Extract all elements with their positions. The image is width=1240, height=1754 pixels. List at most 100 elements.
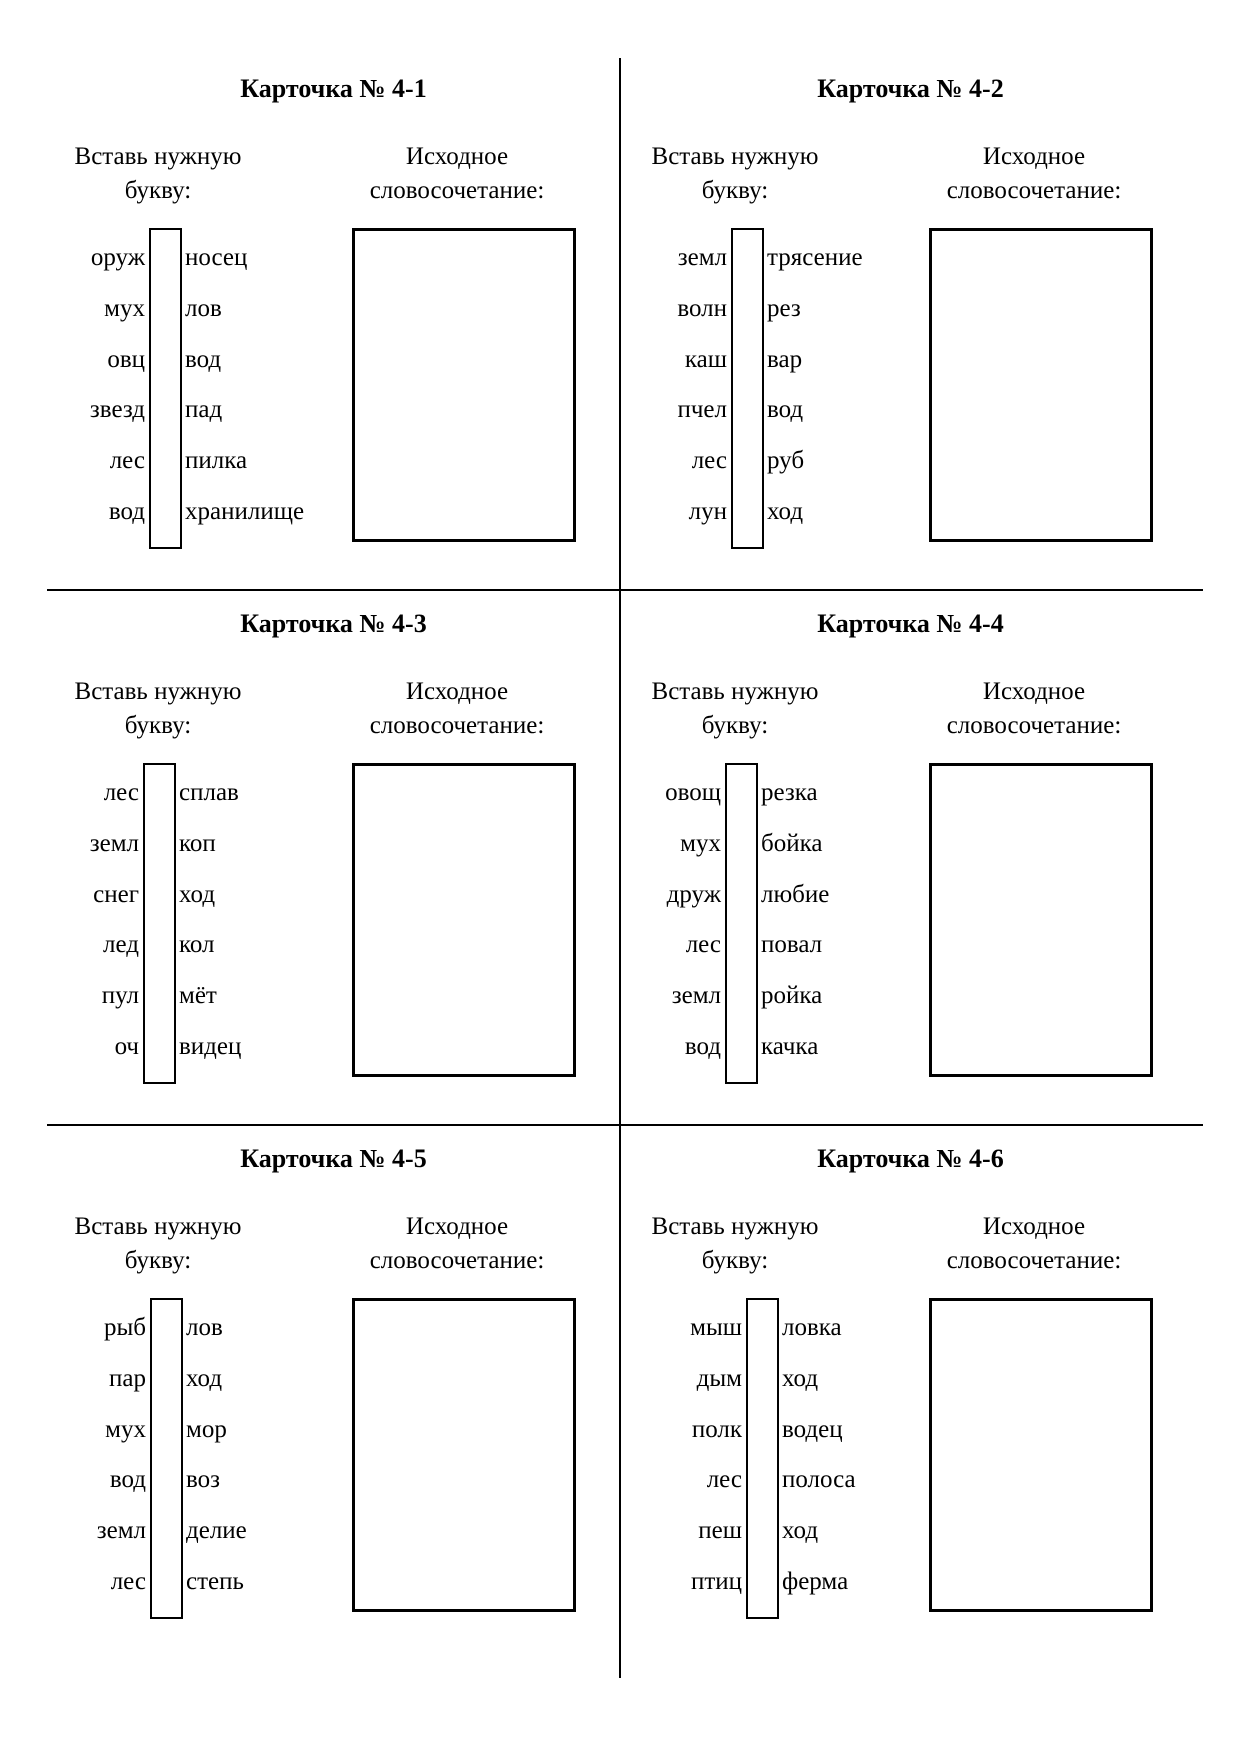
- letter-input-box[interactable]: [150, 1298, 183, 1619]
- word-suffix: рез: [767, 294, 801, 322]
- word-suffix: воз: [186, 1466, 221, 1494]
- source-phrase-heading: Исходное словосочетание:: [327, 675, 587, 743]
- heading-line: Вставь нужную: [74, 143, 242, 170]
- heading-line: букву:: [124, 712, 192, 739]
- word-suffix: сплав: [179, 779, 239, 806]
- heading-line: словосочетание:: [946, 177, 1122, 204]
- word-suffix: качка: [761, 1033, 819, 1060]
- source-phrase-box[interactable]: [352, 763, 576, 1077]
- word-suffix: ловка: [782, 1314, 842, 1341]
- heading-line: Вставь нужную: [651, 1213, 819, 1240]
- heading-line: Исходное: [405, 1213, 509, 1240]
- letter-input-box[interactable]: [746, 1298, 779, 1619]
- card: Карточка № 4-2 Вставь нужную букву: Исходно…: [624, 0, 1197, 549]
- word-prefix: вод: [684, 1033, 721, 1060]
- heading-line: Вставь нужную: [74, 678, 242, 705]
- word-suffix: руб: [767, 447, 805, 475]
- source-phrase-heading: Исходное словосочетание:: [904, 1210, 1164, 1278]
- word-suffix: лов: [185, 294, 222, 322]
- letter-input-box[interactable]: [149, 228, 182, 549]
- word-prefix: дым: [696, 1364, 742, 1392]
- word-suffix: пилка: [185, 447, 248, 475]
- word-prefix: мух: [105, 1415, 146, 1443]
- word-suffix: бойка: [761, 829, 823, 857]
- heading-line: словосочетание:: [946, 712, 1122, 739]
- word-suffix: трясение: [767, 244, 863, 271]
- letter-input-box[interactable]: [731, 228, 764, 549]
- card-title: Карточка № 4-6: [817, 1144, 1004, 1173]
- word-prefix: пеш: [698, 1517, 742, 1545]
- word-prefix: лес: [691, 447, 727, 475]
- heading-line: словосочетание:: [369, 1247, 545, 1274]
- heading-line: букву:: [701, 177, 769, 204]
- word-prefix: земл: [96, 1517, 146, 1545]
- word-prefix: лун: [688, 498, 727, 525]
- insert-letter-heading: Вставь нужную букву:: [28, 675, 288, 743]
- word-suffix: коп: [179, 829, 216, 857]
- word-suffix: повал: [761, 931, 823, 959]
- word-prefix: звезд: [89, 396, 145, 424]
- word-suffix: ход: [782, 1364, 819, 1392]
- word-suffix: полоса: [782, 1466, 856, 1494]
- heading-line: словосочетание:: [946, 1247, 1122, 1274]
- card-title: Карточка № 4-5: [240, 1144, 427, 1173]
- heading-line: букву:: [701, 1247, 769, 1274]
- horizontal-divider: [47, 589, 1203, 591]
- word-prefix: мух: [680, 829, 721, 857]
- source-phrase-box[interactable]: [929, 763, 1153, 1077]
- word-suffix: ход: [186, 1364, 223, 1392]
- word-suffix: носец: [185, 244, 248, 271]
- source-phrase-heading: Исходное словосочетание:: [904, 140, 1164, 208]
- card-title: Карточка № 4-4: [817, 609, 1004, 638]
- word-prefix: снег: [93, 880, 139, 908]
- horizontal-divider: [47, 1124, 1203, 1126]
- word-suffix: ферма: [782, 1568, 849, 1595]
- word-suffix: кол: [179, 931, 215, 959]
- word-suffix: вар: [767, 345, 803, 373]
- heading-line: букву:: [124, 177, 192, 204]
- word-suffix: любие: [761, 880, 830, 908]
- card: Карточка № 4-3 Вставь нужную букву: Исходно…: [47, 535, 620, 1084]
- word-suffix: степь: [186, 1568, 244, 1595]
- card: Карточка № 4-6 Вставь нужную букву: Исходно…: [624, 1070, 1197, 1619]
- source-phrase-box[interactable]: [352, 1298, 576, 1612]
- word-suffix: хранилище: [185, 498, 305, 525]
- word-prefix: каш: [684, 345, 727, 373]
- heading-line: Исходное: [982, 1213, 1086, 1240]
- word-prefix: пул: [101, 982, 139, 1010]
- letter-input-box[interactable]: [725, 763, 758, 1084]
- source-phrase-box[interactable]: [929, 1298, 1153, 1612]
- word-prefix: мыш: [690, 1314, 742, 1341]
- letter-input-box[interactable]: [143, 763, 176, 1084]
- insert-letter-heading: Вставь нужную букву:: [28, 140, 288, 208]
- word-prefix: волн: [677, 294, 727, 322]
- source-phrase-heading: Исходное словосочетание:: [904, 675, 1164, 743]
- heading-line: словосочетание:: [369, 177, 545, 204]
- card-title: Карточка № 4-2: [817, 74, 1004, 103]
- insert-letter-heading: Вставь нужную букву:: [605, 675, 865, 743]
- source-phrase-box[interactable]: [352, 228, 576, 542]
- word-prefix: земл: [671, 982, 721, 1010]
- heading-line: Исходное: [405, 143, 509, 170]
- word-prefix: лес: [103, 779, 139, 806]
- card: Карточка № 4-1 Вставь нужную букву: Исходно…: [47, 0, 620, 549]
- card: Карточка № 4-5 Вставь нужную букву: Исходно…: [47, 1070, 620, 1619]
- card-title: Карточка № 4-1: [240, 74, 427, 103]
- word-suffix: ройка: [761, 982, 823, 1010]
- source-phrase-heading: Исходное словосочетание:: [327, 140, 587, 208]
- heading-line: букву:: [124, 1247, 192, 1274]
- word-prefix: вод: [108, 498, 145, 525]
- heading-line: словосочетание:: [369, 712, 545, 739]
- heading-line: Исходное: [982, 143, 1086, 170]
- word-prefix: мух: [104, 294, 145, 322]
- heading-line: Вставь нужную: [651, 143, 819, 170]
- word-prefix: пчел: [677, 396, 727, 424]
- word-prefix: оч: [114, 1033, 139, 1060]
- word-suffix: ход: [782, 1517, 819, 1545]
- word-suffix: ход: [179, 880, 216, 908]
- word-prefix: птиц: [690, 1568, 742, 1595]
- word-suffix: мёт: [179, 982, 217, 1010]
- source-phrase-box[interactable]: [929, 228, 1153, 542]
- word-prefix: лес: [110, 1568, 146, 1595]
- insert-letter-heading: Вставь нужную букву:: [605, 1210, 865, 1278]
